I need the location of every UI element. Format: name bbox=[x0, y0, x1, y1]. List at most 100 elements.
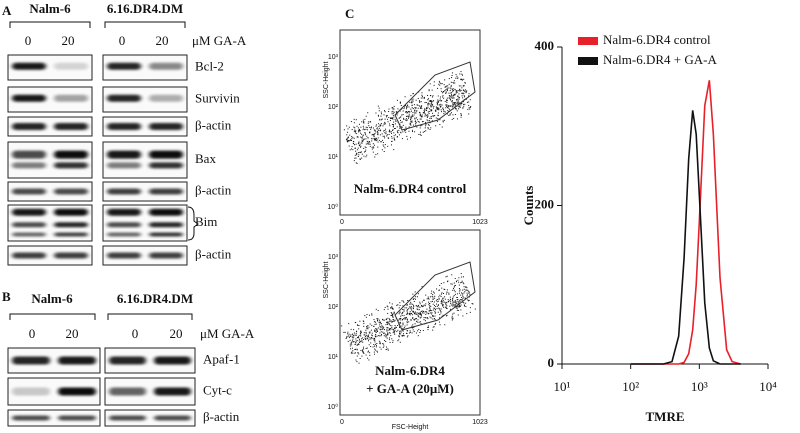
dot bbox=[402, 305, 404, 307]
dot bbox=[414, 110, 416, 112]
dot bbox=[378, 335, 380, 337]
dot bbox=[440, 293, 442, 295]
dot bbox=[402, 311, 404, 313]
dot bbox=[377, 137, 379, 139]
dot bbox=[360, 151, 362, 153]
dot bbox=[460, 309, 462, 311]
dot bbox=[449, 105, 451, 107]
dot bbox=[363, 338, 365, 340]
dot bbox=[376, 319, 378, 321]
dot bbox=[364, 132, 366, 134]
dot bbox=[417, 104, 419, 106]
dot bbox=[410, 116, 412, 118]
dot bbox=[364, 118, 366, 120]
dot bbox=[458, 284, 460, 286]
dot bbox=[459, 300, 461, 302]
dot bbox=[429, 310, 431, 312]
dot bbox=[450, 99, 452, 101]
dot bbox=[377, 105, 379, 107]
dot bbox=[376, 133, 378, 135]
dot bbox=[373, 139, 375, 141]
dot bbox=[382, 135, 384, 137]
panel-label: B bbox=[2, 289, 11, 304]
dot bbox=[366, 326, 368, 328]
dot bbox=[367, 112, 369, 114]
scatter-x-tick: 1023 bbox=[472, 419, 488, 426]
dot bbox=[383, 135, 385, 137]
dot bbox=[417, 315, 419, 317]
dot bbox=[405, 332, 407, 334]
dot bbox=[417, 335, 419, 337]
dot bbox=[394, 320, 396, 322]
dot bbox=[356, 324, 358, 326]
dot bbox=[356, 149, 358, 151]
dot bbox=[421, 121, 423, 123]
dot bbox=[405, 119, 407, 121]
dot bbox=[441, 104, 443, 106]
dot bbox=[418, 312, 420, 314]
dot bbox=[381, 149, 383, 151]
dot bbox=[428, 90, 430, 92]
dot bbox=[365, 134, 367, 136]
dot bbox=[451, 74, 453, 76]
dot bbox=[416, 126, 418, 128]
dot bbox=[397, 319, 399, 321]
dot bbox=[457, 299, 459, 301]
dot bbox=[390, 117, 392, 119]
dot bbox=[454, 102, 456, 104]
dot bbox=[367, 122, 369, 124]
dot bbox=[416, 306, 418, 308]
dot bbox=[357, 136, 359, 138]
dot bbox=[353, 336, 355, 338]
dot bbox=[430, 95, 432, 97]
dot bbox=[399, 119, 401, 121]
dot bbox=[373, 353, 375, 355]
dot bbox=[363, 348, 365, 350]
blot-band bbox=[154, 356, 191, 365]
dot bbox=[441, 303, 443, 305]
blot-frame bbox=[102, 141, 188, 179]
dot bbox=[355, 333, 357, 335]
scatter-frame bbox=[339, 229, 481, 416]
dot bbox=[464, 82, 466, 84]
dot bbox=[356, 349, 358, 351]
dot bbox=[392, 110, 394, 112]
dot bbox=[393, 116, 395, 118]
dot bbox=[434, 309, 436, 311]
dot bbox=[446, 97, 448, 99]
dot bbox=[454, 88, 456, 90]
dot bbox=[386, 329, 388, 331]
dot bbox=[394, 127, 396, 129]
dot bbox=[425, 313, 427, 315]
dot bbox=[418, 328, 420, 330]
dot bbox=[456, 101, 458, 103]
dot bbox=[468, 296, 470, 298]
dot bbox=[362, 129, 364, 131]
dot bbox=[427, 111, 429, 113]
dot bbox=[446, 281, 448, 283]
dot bbox=[439, 317, 441, 319]
dot bbox=[358, 343, 360, 345]
dot bbox=[431, 312, 433, 314]
dot bbox=[411, 327, 413, 329]
dot bbox=[369, 323, 371, 325]
dot bbox=[452, 301, 454, 303]
dot bbox=[351, 129, 353, 131]
dot bbox=[395, 326, 397, 328]
treatment-label: μM GA-A bbox=[192, 33, 247, 48]
dot bbox=[390, 328, 392, 330]
dot bbox=[368, 340, 370, 342]
dot bbox=[406, 112, 408, 114]
dot bbox=[403, 309, 405, 311]
dot bbox=[406, 304, 408, 306]
dot bbox=[353, 118, 355, 120]
dot bbox=[443, 110, 445, 112]
dot bbox=[346, 141, 348, 143]
dot bbox=[410, 331, 412, 333]
dot bbox=[404, 106, 406, 108]
dot bbox=[427, 116, 429, 118]
dot bbox=[369, 354, 371, 356]
dot bbox=[370, 329, 372, 331]
x-tick-label: 10³ bbox=[691, 379, 708, 394]
dot bbox=[428, 298, 430, 300]
